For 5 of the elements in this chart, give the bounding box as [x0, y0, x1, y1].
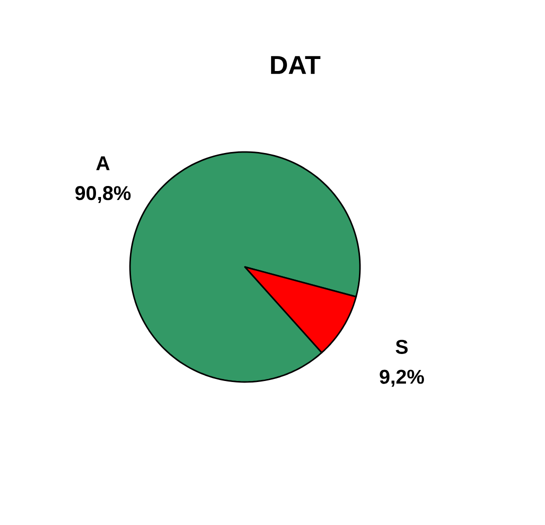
data-label: 90,8% [75, 186, 131, 204]
data-label: 9,2% [380, 370, 424, 387]
slice-label: A [96, 156, 110, 170]
slice-label: S [396, 340, 408, 354]
chart-title: DAT [271, 56, 320, 74]
